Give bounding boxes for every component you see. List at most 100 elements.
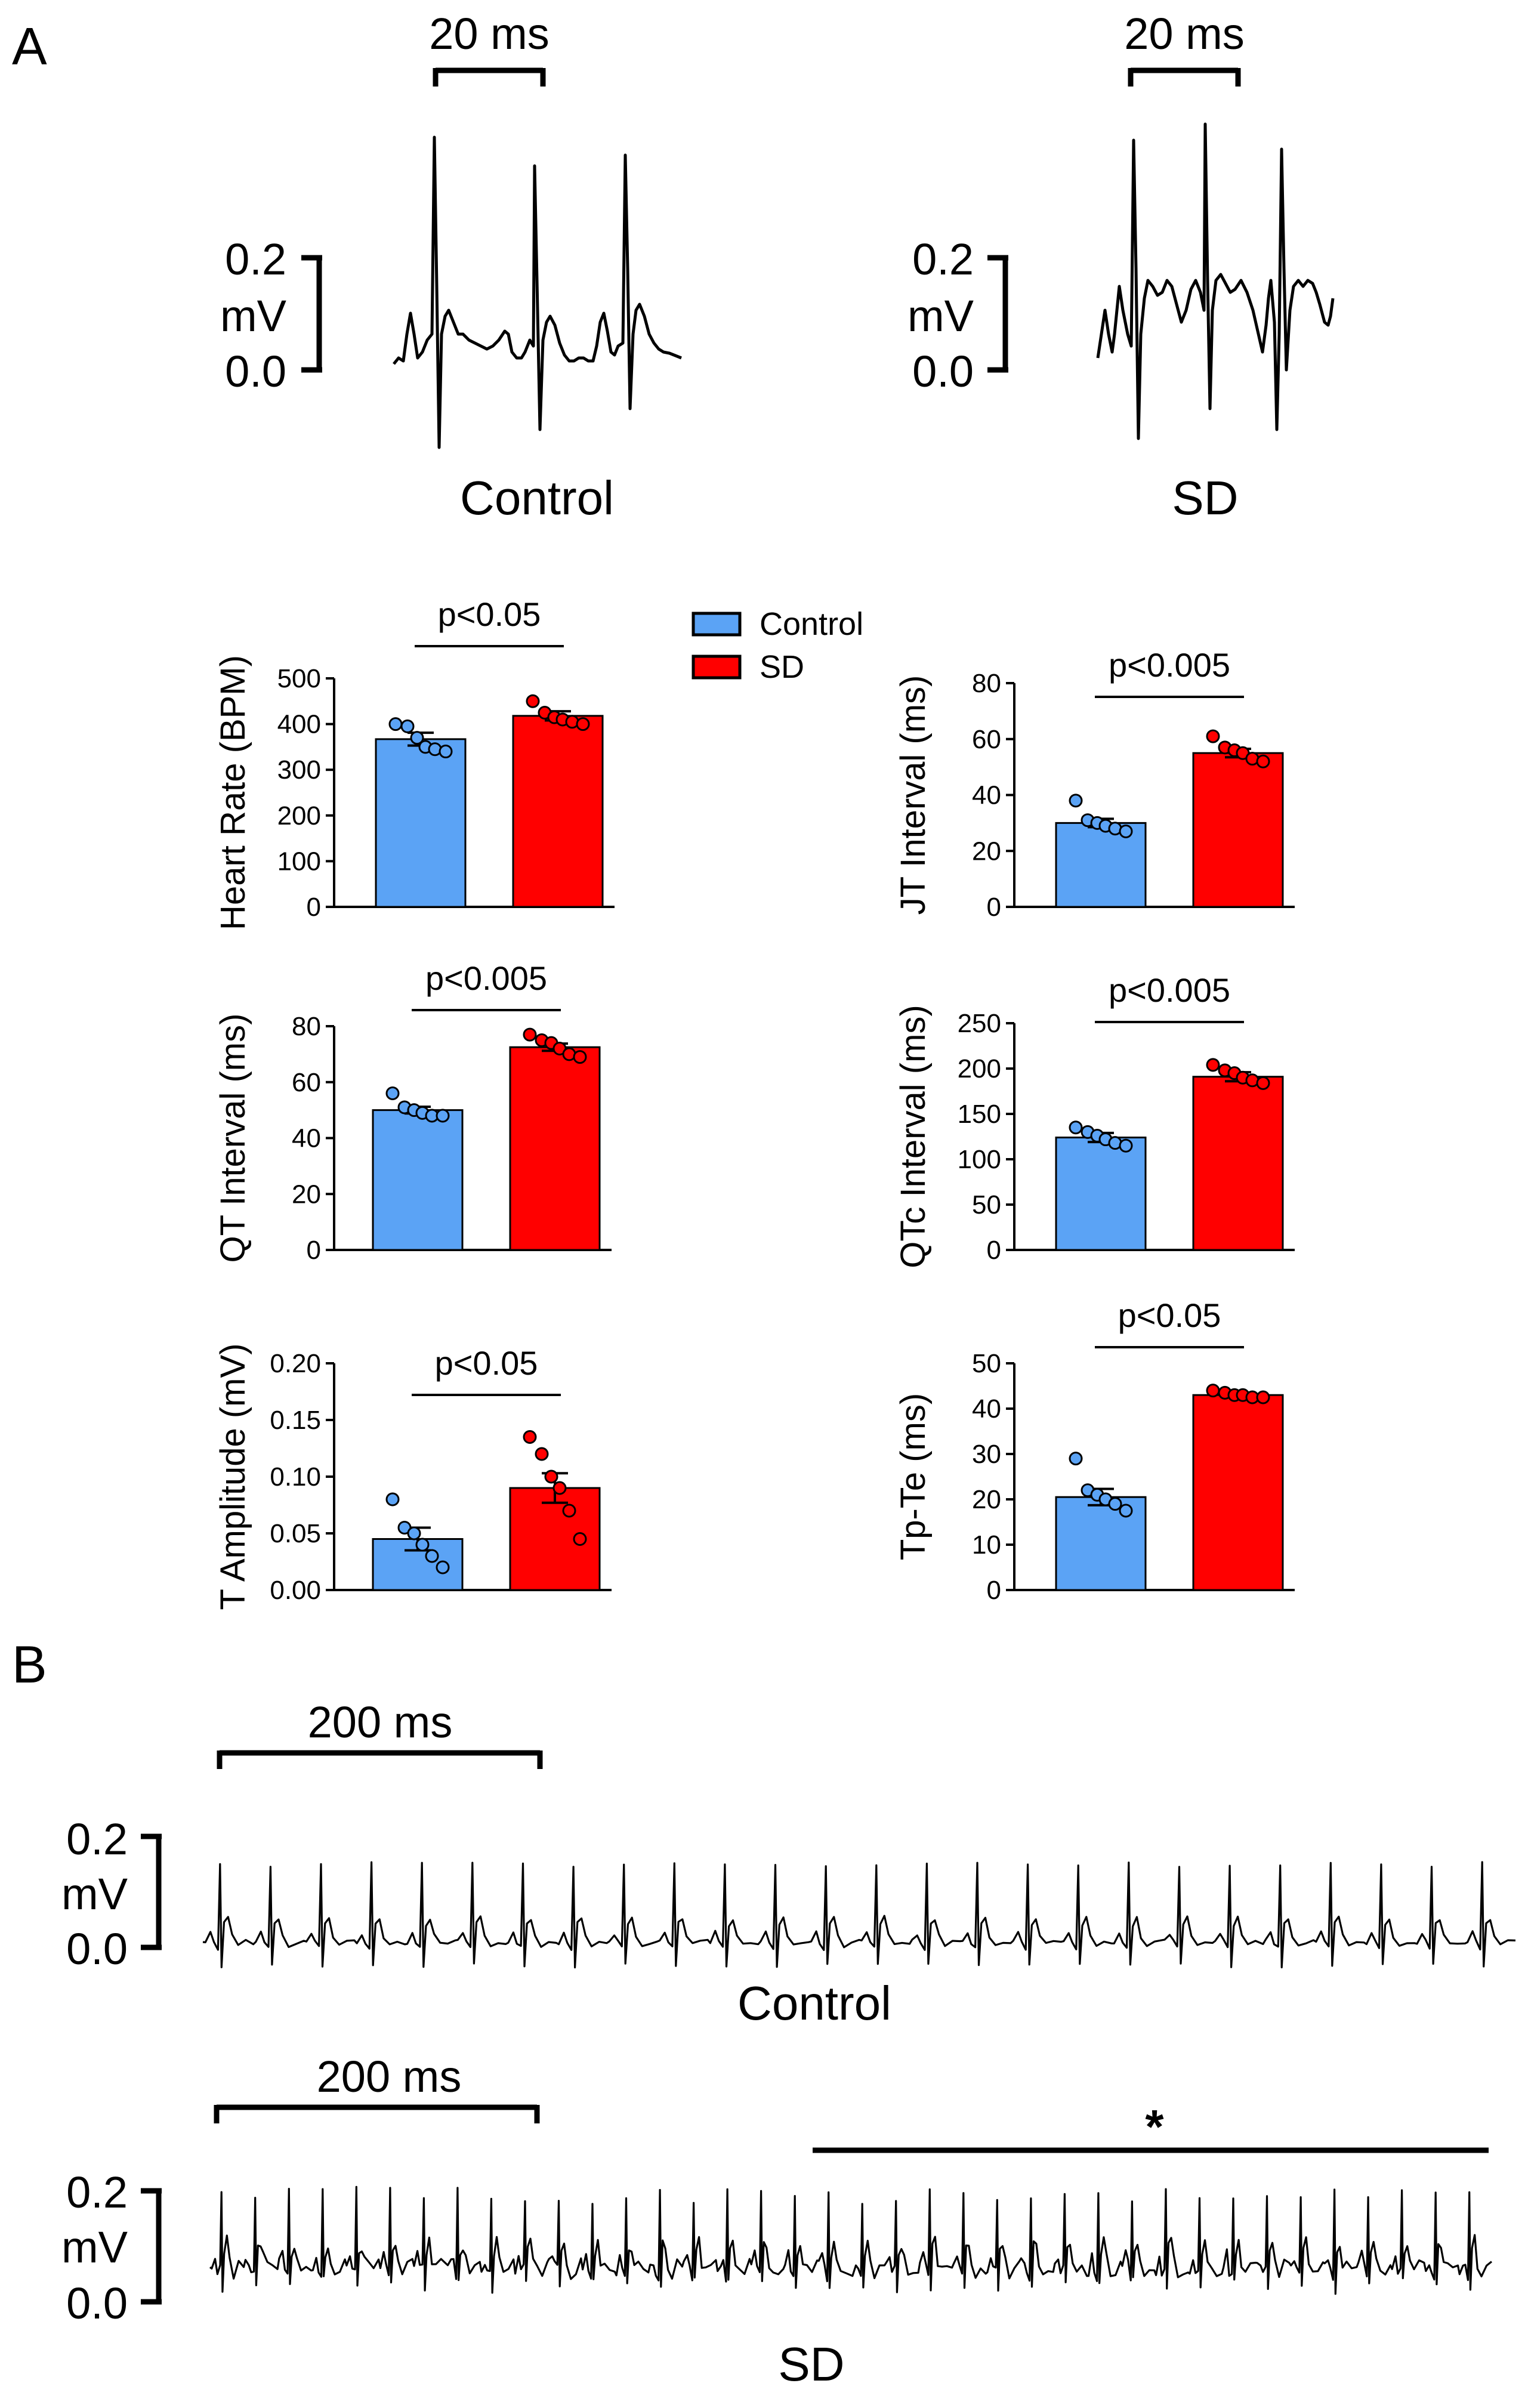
- y-tick-label: 30: [972, 1440, 1001, 1469]
- time-scale-label: 20 ms: [1124, 9, 1245, 58]
- data-point: [400, 719, 415, 733]
- y-tick-label: 80: [292, 1012, 321, 1041]
- ecg-long-sd: 200 ms * 0.2 mV 0.0 SD: [61, 2052, 1492, 2391]
- y-tick-label: 0: [307, 1236, 321, 1265]
- y-tick-label: 0: [987, 893, 1001, 922]
- chart-t-amplitude: 0.00 0.05 0.10 0.15 0.20 T Amplitude (mV) p<0.…: [214, 1344, 612, 1610]
- voltage-top-label: 0.2: [66, 2168, 128, 2217]
- voltage-unit-label: mV: [220, 291, 287, 341]
- chart-qtc-interval: 0 50 100 150 200 250 QTc Interval (ms) p<0.005: [894, 971, 1295, 1268]
- y-axis-label: JT Interval (ms): [894, 675, 933, 915]
- data-point: [436, 1109, 450, 1123]
- y-tick-label: 20: [972, 836, 1001, 866]
- y-tick-label: 50: [972, 1190, 1001, 1220]
- significance-label: p<0.005: [1109, 971, 1230, 1009]
- y-tick-label: 300: [277, 755, 321, 785]
- ecg-sd-trace: [1096, 122, 1335, 440]
- data-point: [1206, 729, 1220, 743]
- y-tick-label: 20: [972, 1485, 1001, 1514]
- significance-label: p<0.05: [438, 595, 541, 633]
- data-point: [526, 694, 540, 708]
- data-point: [385, 1086, 400, 1100]
- bar-sd: [1192, 752, 1284, 908]
- y-tick-label: 200: [958, 1054, 1001, 1083]
- data-point: [535, 1447, 549, 1461]
- data-point: [552, 1481, 567, 1495]
- control-label: Control: [460, 471, 614, 524]
- data-point: [1256, 1390, 1270, 1404]
- y-axis-label: QT Interval (ms): [214, 1014, 252, 1263]
- bar-sd: [512, 715, 604, 908]
- ecg-long-control-trace: [202, 1861, 1516, 1969]
- y-tick-label: 60: [972, 725, 1001, 754]
- data-point: [523, 1027, 537, 1042]
- data-point: [1256, 1076, 1270, 1090]
- data-point: [388, 717, 403, 731]
- y-axis-label: QTc Interval (ms): [894, 1005, 933, 1268]
- data-point: [573, 1532, 587, 1546]
- data-point: [1069, 794, 1083, 808]
- panel-a-label: A: [12, 17, 47, 76]
- sd-long-label: SD: [778, 2338, 844, 2391]
- y-axis-label: Heart Rate (BPM): [214, 655, 252, 930]
- ecg-control-trace: [393, 135, 682, 449]
- voltage-bottom-label: 0.0: [66, 1924, 128, 1974]
- chart-heart-rate: 0 100 200 300 400 500 Heart Rate (BPM) p<0.05: [214, 595, 615, 930]
- ecg-sd-snippet: 20 ms 0.2 mV 0.0 SD: [907, 9, 1335, 524]
- bar-control: [1055, 822, 1147, 908]
- ecg-long-control: 200 ms 0.2 mV 0.0 Control: [61, 1697, 1516, 2030]
- data-point: [544, 1470, 558, 1484]
- legend-label-sd: SD: [760, 649, 804, 685]
- panel-b-label: B: [12, 1635, 47, 1694]
- data-point: [425, 1549, 439, 1563]
- voltage-top-label: 0.2: [912, 234, 974, 284]
- y-tick-label: 40: [972, 1394, 1001, 1424]
- voltage-top-label: 0.2: [66, 1814, 128, 1864]
- voltage-top-label: 0.2: [225, 234, 286, 284]
- bar-control: [375, 738, 467, 908]
- y-tick-label: 500: [277, 664, 321, 693]
- y-tick-label: 20: [292, 1180, 321, 1209]
- y-tick-label: 0: [987, 1576, 1001, 1605]
- bar-sd: [1192, 1394, 1284, 1591]
- chart-qt-interval: 0 20 40 60 80 QT Interval (ms) p<0.005: [214, 959, 612, 1265]
- legend-swatch-sd: [692, 655, 742, 680]
- voltage-unit-label: mV: [61, 2222, 128, 2272]
- voltage-bottom-label: 0.0: [66, 2279, 128, 2328]
- chart-tp-te: 0 10 20 30 40 50 Tp-Te (ms) p<0.05: [894, 1296, 1295, 1605]
- bar-sd: [1192, 1076, 1284, 1251]
- bar-control: [1055, 1137, 1147, 1251]
- control-long-label: Control: [737, 1977, 891, 2030]
- y-tick-label: 0: [307, 893, 321, 922]
- chart-jt-interval: 0 20 40 60 80 JT Interval (ms) p<0.005: [894, 646, 1295, 922]
- y-tick-label: 150: [958, 1100, 1001, 1129]
- significance-label: p<0.05: [1118, 1296, 1221, 1334]
- data-point: [410, 731, 424, 745]
- y-tick-label: 0.00: [270, 1576, 321, 1605]
- y-tick-label: 100: [958, 1145, 1001, 1174]
- y-tick-label: 100: [277, 847, 321, 876]
- significance-label: p<0.005: [1109, 646, 1230, 684]
- y-tick-label: 250: [958, 1009, 1001, 1038]
- data-point: [1206, 1384, 1220, 1398]
- voltage-bottom-label: 0.0: [225, 347, 286, 396]
- voltage-unit-label: mV: [61, 1869, 128, 1919]
- y-tick-label: 0: [987, 1236, 1001, 1265]
- ecg-control-snippet: 20 ms 0.2 mV 0.0 Control: [220, 9, 682, 524]
- legend: Control SD: [692, 606, 863, 685]
- y-tick-label: 200: [277, 801, 321, 831]
- data-point: [573, 1050, 587, 1064]
- bar-sd: [509, 1046, 601, 1251]
- time-scale-label: 200 ms: [308, 1697, 453, 1747]
- y-tick-label: 0.15: [270, 1406, 321, 1435]
- data-point: [1119, 1504, 1133, 1518]
- y-tick-label: 0.05: [270, 1519, 321, 1548]
- data-point: [1119, 824, 1133, 838]
- data-point: [385, 1492, 400, 1506]
- arrhythmia-marker: *: [1145, 2100, 1164, 2153]
- data-point: [576, 717, 590, 731]
- data-point: [1256, 754, 1270, 768]
- time-scale-label: 20 ms: [429, 9, 550, 58]
